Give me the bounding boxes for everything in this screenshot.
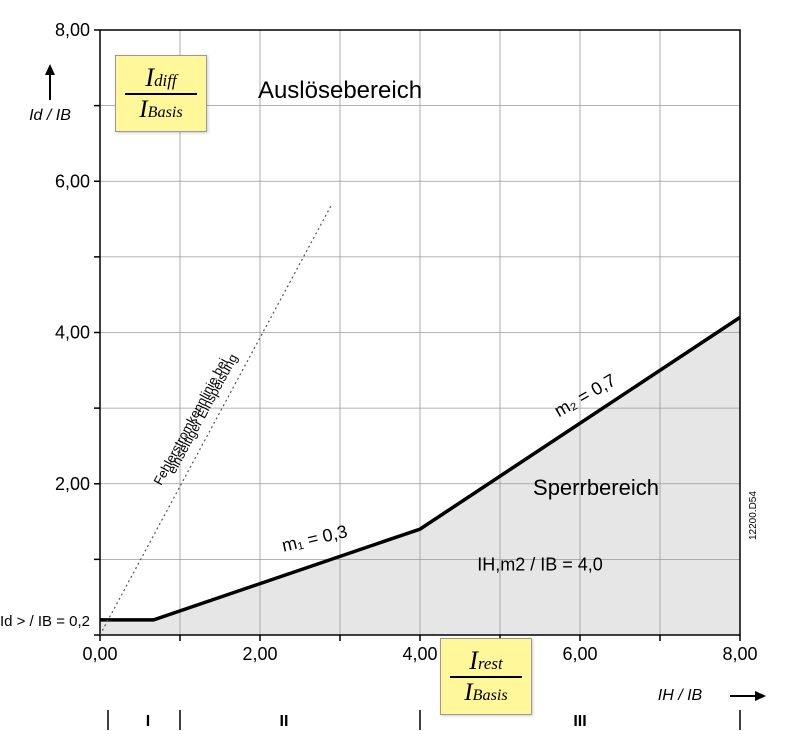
- svg-text:2,00: 2,00: [242, 644, 277, 664]
- svg-text:0,00: 0,00: [82, 644, 117, 664]
- svg-text:Auslösebereich: Auslösebereich: [258, 77, 422, 104]
- svg-text:IH / IB: IH / IB: [658, 687, 703, 704]
- svg-text:8,00: 8,00: [722, 644, 757, 664]
- y-fraction-denominator: IBasis: [133, 95, 189, 124]
- svg-text:Id > / IB = 0,2: Id > / IB = 0,2: [0, 613, 90, 630]
- svg-text:IH,m2 / IB = 4,0: IH,m2 / IB = 4,0: [477, 555, 603, 575]
- svg-text:m₁ = 0,3: m₁ = 0,3: [280, 521, 349, 555]
- chart-container: Fehlerstromkennlinie beieinseitiger Eins…: [0, 0, 799, 746]
- svg-text:12200.D54: 12200.D54: [748, 491, 759, 540]
- svg-text:I: I: [146, 713, 150, 730]
- svg-text:4,00: 4,00: [55, 323, 90, 343]
- y-axis-fraction-highlight: Idiff IBasis: [115, 55, 207, 132]
- y-fraction-numerator: Idiff: [139, 63, 182, 93]
- svg-text:Id / IB: Id / IB: [29, 107, 71, 124]
- x-fraction-numerator: Irest: [463, 646, 508, 676]
- svg-text:8,00: 8,00: [55, 20, 90, 40]
- svg-text:6,00: 6,00: [55, 171, 90, 191]
- svg-text:einseitiger Einspeisung: einseitiger Einspeisung: [164, 351, 241, 476]
- x-fraction-denominator: IBasis: [458, 678, 514, 707]
- svg-text:III: III: [573, 713, 586, 730]
- svg-text:6,00: 6,00: [562, 644, 597, 664]
- x-axis-fraction-highlight: Irest IBasis: [440, 638, 532, 715]
- svg-text:2,00: 2,00: [55, 474, 90, 494]
- svg-text:II: II: [280, 713, 289, 730]
- svg-text:Sperrbereich: Sperrbereich: [533, 475, 659, 500]
- svg-text:4,00: 4,00: [402, 644, 437, 664]
